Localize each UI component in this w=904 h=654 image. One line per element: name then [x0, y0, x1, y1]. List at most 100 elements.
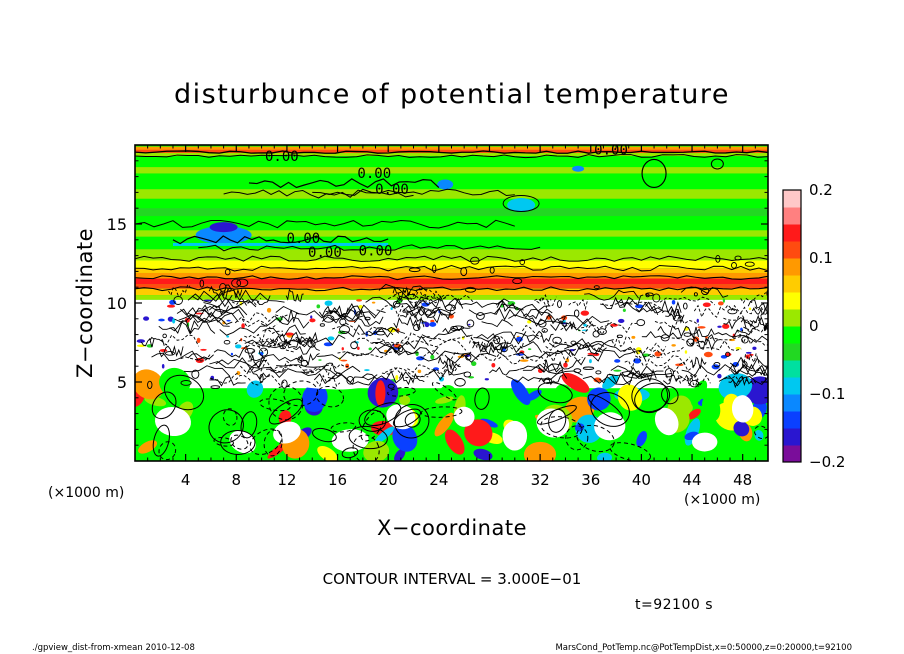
field-blob — [631, 335, 636, 339]
contour-loop — [474, 387, 490, 410]
field-band — [135, 208, 768, 217]
field-blob — [444, 429, 465, 455]
field-blob — [453, 406, 475, 427]
contour-line — [671, 337, 732, 344]
y-axis-ticks: 5 10 15 — [107, 160, 768, 446]
contour-loop — [358, 409, 387, 432]
contour-label: 0.00 — [594, 142, 628, 158]
colorbar: 0.2 0.1 0 −0.1 −0.2 — [782, 181, 845, 471]
contour-line — [312, 188, 515, 197]
field-blob — [341, 347, 344, 351]
contour-line — [379, 346, 419, 356]
contour-loop — [312, 427, 337, 443]
contour-line — [688, 336, 721, 351]
contour-line — [522, 311, 556, 321]
contour-line — [472, 341, 503, 356]
contour-loop — [493, 335, 501, 345]
contour-loop — [300, 359, 309, 367]
contour-loop — [350, 341, 358, 350]
field-blob — [502, 420, 528, 451]
contour-line — [330, 310, 386, 324]
contour-loop — [481, 348, 487, 352]
contour-line — [187, 293, 233, 308]
contour-line — [376, 304, 420, 318]
contour-line — [258, 335, 291, 347]
contour-line — [635, 305, 659, 316]
contour-loop — [683, 302, 688, 310]
contour-line — [714, 327, 757, 338]
contour-line — [644, 299, 682, 315]
field-blob — [745, 354, 750, 359]
contour-loop — [609, 442, 652, 461]
field-blob — [480, 418, 498, 428]
contour-loop — [686, 338, 695, 347]
contour-loop — [425, 309, 436, 318]
contour-line — [675, 372, 701, 387]
contour-line — [293, 343, 320, 355]
field-blob — [374, 426, 395, 444]
contour-line — [378, 283, 428, 298]
field-blob — [675, 363, 684, 367]
contour-line — [326, 307, 370, 321]
contour-line — [421, 328, 473, 340]
contour-line — [522, 325, 546, 338]
field-blob — [394, 448, 406, 461]
contour-loop — [573, 368, 582, 374]
contour-line — [490, 341, 509, 355]
contour-line — [209, 372, 239, 384]
contour-loop — [346, 376, 355, 385]
contour-line — [295, 331, 318, 345]
field-blob — [473, 448, 493, 461]
field-blob — [358, 305, 363, 309]
contour-loop — [259, 398, 291, 412]
contour-label: 0.00 — [359, 244, 393, 260]
field-blob — [561, 372, 590, 393]
contour-loop — [392, 300, 401, 308]
field-blob — [364, 369, 370, 372]
contour-loop — [151, 391, 177, 420]
contour-line — [317, 351, 363, 360]
colorbar-segment — [783, 343, 801, 361]
colorbar-frame — [782, 189, 802, 463]
contour-line — [172, 235, 389, 245]
contour-line — [135, 275, 768, 281]
field-blob — [324, 300, 333, 306]
contour-loop — [460, 267, 468, 277]
contour-line — [235, 374, 285, 386]
field-blob — [429, 322, 437, 327]
contour-line — [135, 219, 515, 229]
colorbar-segment — [783, 207, 801, 225]
contour-loop — [315, 385, 345, 408]
contour-loop — [230, 434, 249, 450]
field-blob — [671, 344, 676, 347]
contour-line — [285, 288, 304, 302]
contour-loop — [672, 314, 684, 322]
contour-loop — [489, 266, 495, 274]
contour-line — [420, 294, 475, 304]
field-blob — [184, 317, 190, 323]
contour-loop — [537, 382, 573, 404]
field-blob — [424, 322, 430, 328]
field-blob — [415, 351, 419, 357]
contour-loop — [339, 325, 350, 335]
contour-loop — [224, 268, 231, 276]
field-blob — [717, 325, 722, 328]
contour-line — [240, 359, 293, 373]
field-blob — [200, 348, 207, 351]
field-blob — [310, 315, 313, 319]
contour-line — [663, 361, 697, 374]
field-blob — [135, 369, 165, 400]
field-band — [135, 152, 768, 157]
contour-line — [568, 298, 589, 311]
contour-loop — [454, 378, 466, 387]
colorbar-segment — [783, 190, 801, 208]
field-blob — [580, 310, 590, 316]
contour-loop — [398, 344, 404, 353]
y-axis-label: Z−coordinate — [73, 228, 97, 378]
contour-loop — [519, 259, 526, 266]
contour-loop — [536, 405, 577, 425]
contour-loop — [208, 409, 244, 444]
contour-line — [496, 300, 517, 312]
field-blob — [438, 376, 444, 382]
colorbar-tick-label: 0.2 — [809, 181, 833, 199]
